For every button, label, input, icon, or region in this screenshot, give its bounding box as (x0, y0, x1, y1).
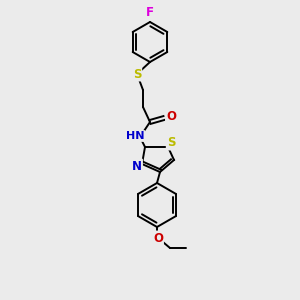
Text: O: O (166, 110, 176, 124)
Text: F: F (146, 7, 154, 20)
Text: N: N (132, 160, 142, 172)
Text: HN: HN (126, 131, 144, 141)
Text: S: S (167, 136, 175, 149)
Text: S: S (133, 68, 141, 80)
Text: O: O (153, 232, 163, 244)
